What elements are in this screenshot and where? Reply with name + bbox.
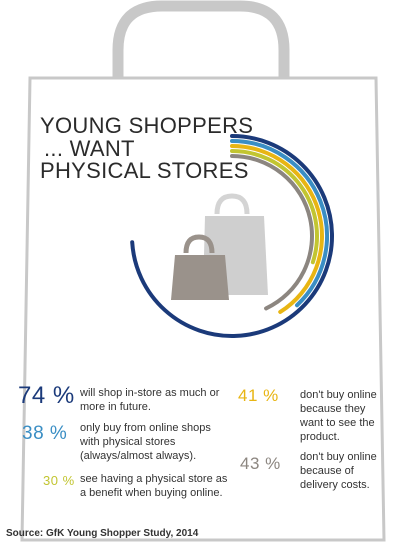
stat-text-43: don't buy online because of delivery cos… <box>300 451 377 491</box>
stat-pct-41: 41 % <box>238 386 279 405</box>
stat-text-38: only buy from online shops with physical… <box>80 422 211 462</box>
stat-text-74: will shop in-store as much or more in fu… <box>80 387 220 413</box>
page-title-line-2: ... WANT <box>44 136 135 161</box>
radial-arc-41 <box>230 144 324 314</box>
stat-text-30: see having a physical store as a benefit… <box>80 473 228 499</box>
radial-arc-74 <box>130 134 334 338</box>
shopping-bags-icon <box>171 193 268 300</box>
stat-pct-30: 30 % <box>43 473 75 488</box>
stat-pct-74: 74 % <box>18 382 75 409</box>
bag-body <box>20 76 386 542</box>
radial-arc-38 <box>230 139 329 308</box>
radial-chart <box>130 134 334 338</box>
bag-handle <box>112 0 290 88</box>
stat-text-41: don't buy online because they want to se… <box>300 389 377 443</box>
page-title-line-1: YOUNG SHOPPERS <box>40 113 254 138</box>
source-note: Source: GfK Young Shopper Study, 2014 <box>6 528 199 539</box>
page-title-line-3: PHYSICAL STORES <box>40 158 249 183</box>
stat-pct-38: 38 % <box>22 423 68 444</box>
radial-arc-30 <box>230 149 319 265</box>
radial-arc-43 <box>230 154 314 311</box>
stat-pct-43: 43 % <box>240 454 281 473</box>
